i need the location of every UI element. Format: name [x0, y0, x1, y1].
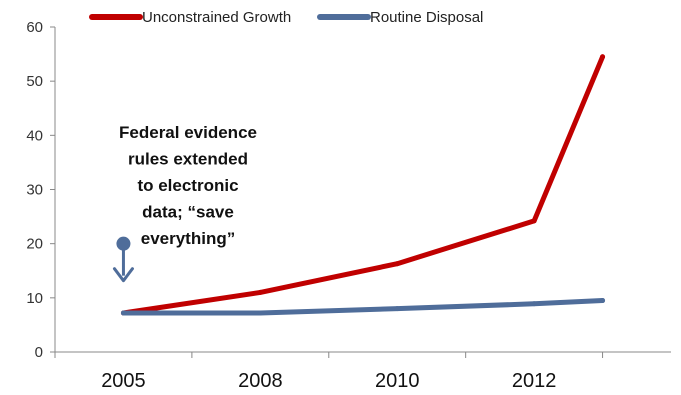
- y-tick-label: 60: [26, 19, 43, 36]
- legend-label-routine-disposal: Routine Disposal: [370, 9, 483, 26]
- y-tick-label: 10: [26, 290, 43, 307]
- y-tick-label: 30: [26, 182, 43, 199]
- x-tick-label: 2012: [512, 370, 557, 392]
- y-tick-label: 0: [35, 344, 43, 361]
- data-point-routine-disposal: [257, 310, 263, 316]
- series-lines: [120, 54, 606, 316]
- x-tick-label: 2010: [375, 370, 420, 392]
- data-point-unconstrained-growth: [600, 54, 606, 60]
- data-point-unconstrained-growth: [394, 261, 400, 267]
- data-point-routine-disposal: [531, 301, 537, 307]
- axes: [50, 26, 671, 358]
- data-point-routine-disposal: [120, 310, 126, 316]
- annotation-text-line: Federal evidence: [119, 123, 257, 142]
- y-tick-labels: 0 10 20 30 40 50 60: [26, 19, 43, 361]
- y-tick-label: 20: [26, 236, 43, 253]
- data-point-unconstrained-growth: [531, 218, 537, 224]
- data-point-routine-disposal: [600, 298, 606, 304]
- legend-label-unconstrained-growth: Unconstrained Growth: [142, 9, 291, 26]
- x-tick-label: 2005: [101, 370, 146, 392]
- annotation-text-line: data; “save: [142, 203, 234, 222]
- data-point-routine-disposal: [394, 306, 400, 312]
- annotation-text-line: to electronic: [137, 176, 238, 195]
- legend: Unconstrained Growth Routine Disposal: [89, 9, 483, 26]
- annotation-marker-dot: [116, 236, 131, 251]
- annotation: Federal evidence rules extended to electro…: [112, 123, 257, 283]
- x-tick-label: 2008: [238, 370, 283, 392]
- y-tick-label: 40: [26, 127, 43, 144]
- x-tick-labels: 2005 2008 2010 2012: [101, 370, 556, 392]
- annotation-arrow-head: [112, 267, 134, 283]
- y-tick-label: 50: [26, 73, 43, 90]
- annotation-text-line: rules extended: [128, 150, 248, 169]
- annotation-text-line: everything”: [141, 229, 235, 248]
- data-point-unconstrained-growth: [257, 289, 263, 295]
